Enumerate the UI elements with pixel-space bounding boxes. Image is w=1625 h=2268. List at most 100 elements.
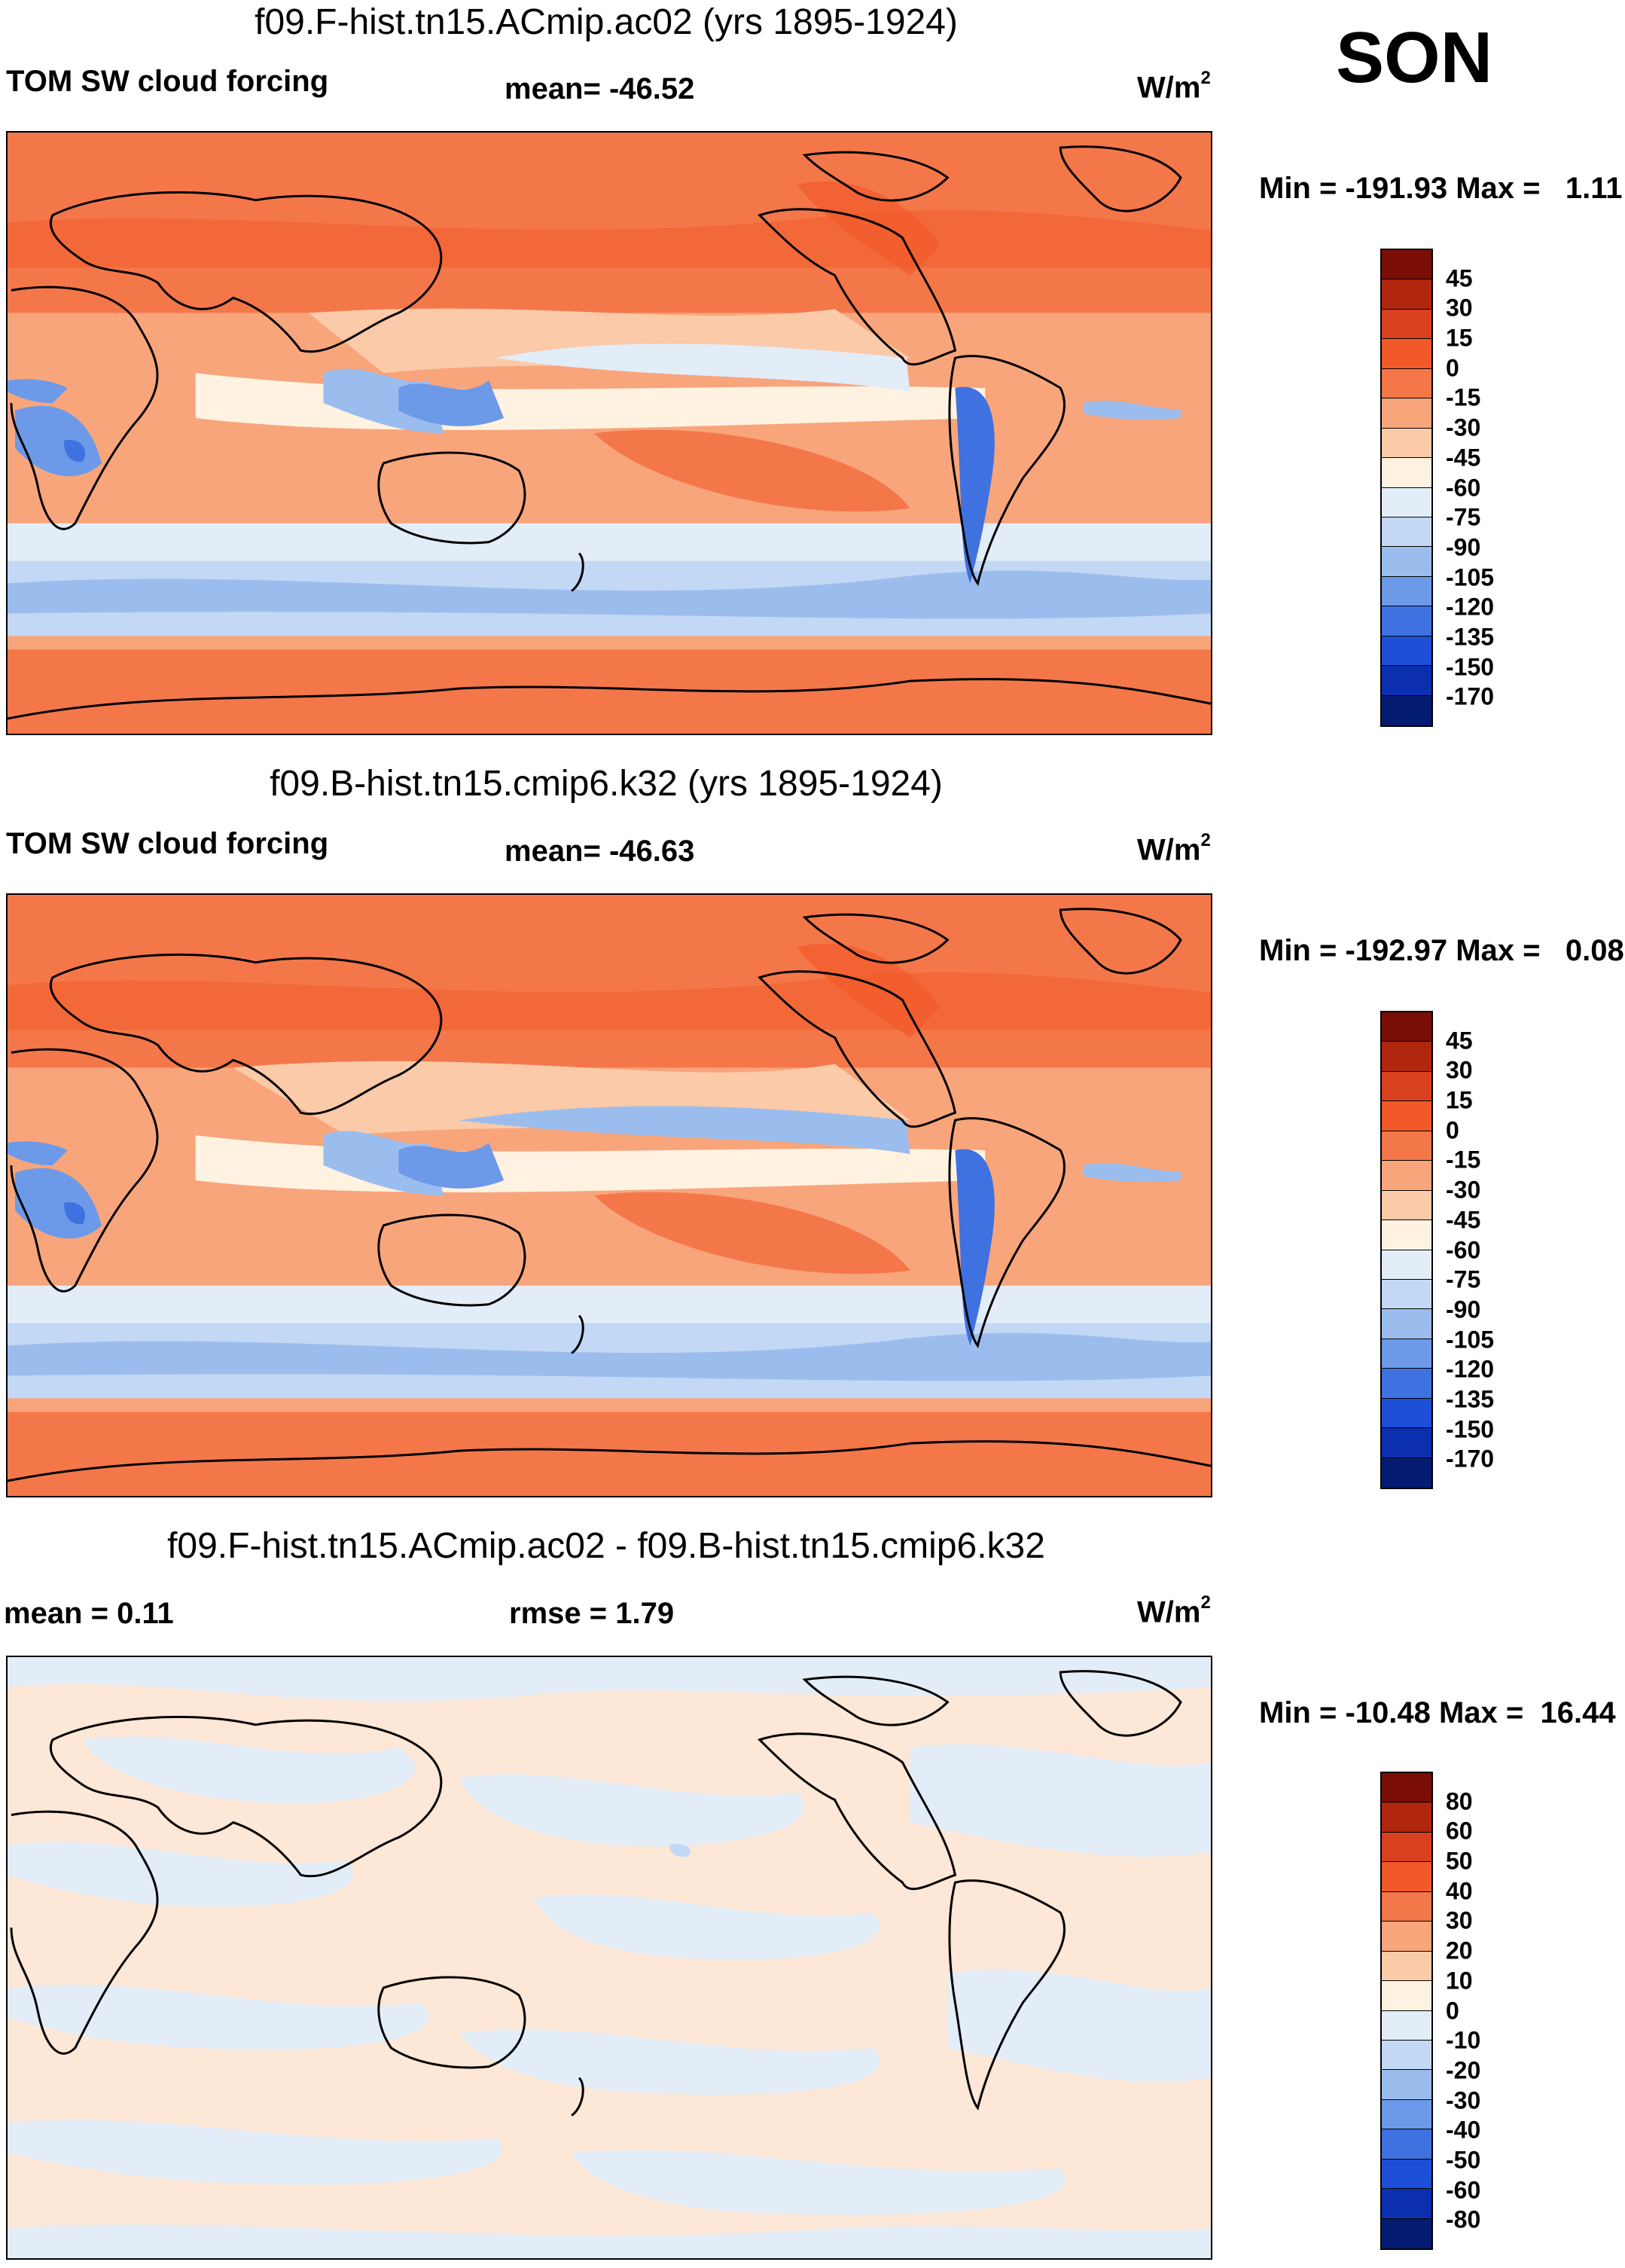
colorbar-swatch [1382, 1951, 1431, 1982]
colorbar-swatch [1382, 458, 1431, 488]
colorbar-swatch [1382, 1428, 1431, 1458]
panel2-units: W/m2 [1137, 830, 1211, 867]
colorbar-tick-label: -15 [1446, 1146, 1481, 1174]
colorbar-swatch [1382, 1802, 1431, 1833]
colorbar-tick-label: 15 [1446, 324, 1473, 352]
colorbar-swatch [1382, 1220, 1431, 1250]
colorbar-swatch [1382, 2218, 1431, 2248]
panel3-mean-label: mean = 0.11 [4, 1597, 174, 1630]
colorbar-tick-label: -20 [1446, 2056, 1481, 2084]
panel1-variable-label: TOM SW cloud forcing [6, 65, 329, 98]
colorbar-tick-label: -40 [1446, 2116, 1481, 2144]
colorbar-tick-label: 15 [1446, 1086, 1473, 1114]
colorbar-tick-label: -50 [1446, 2146, 1481, 2174]
colorbar-swatch [1382, 368, 1431, 399]
colorbar-tick-label: -120 [1446, 1355, 1495, 1383]
colorbar-tick-label: -150 [1446, 1415, 1495, 1443]
panel3-colorbar [1380, 1772, 1433, 2250]
colorbar-tick-label: -135 [1446, 1385, 1495, 1413]
colorbar-tick-label: -45 [1446, 1206, 1481, 1234]
panel2-mean-label: mean= -46.63 [505, 835, 695, 868]
colorbar-swatch [1382, 606, 1431, 636]
colorbar-tick-label: -45 [1446, 444, 1481, 472]
panel3-map [6, 1656, 1212, 2260]
colorbar-swatch [1382, 1339, 1431, 1369]
colorbar-swatch [1382, 1250, 1431, 1280]
season-label: SON [1336, 17, 1493, 98]
panel3-title: f09.F-hist.tn15.ACmip.ac02 - f09.B-hist.… [167, 1526, 1045, 1566]
panel1-colorbar [1380, 249, 1433, 727]
panel2-map [6, 893, 1212, 1497]
panel3-rmse-label: rmse = 1.79 [509, 1597, 675, 1630]
colorbar-tick-label: -105 [1446, 563, 1495, 591]
colorbar-tick-label: 30 [1446, 294, 1473, 322]
panel1-title: f09.F-hist.tn15.ACmip.ac02 (yrs 1895-192… [255, 2, 958, 42]
colorbar-swatch [1382, 1042, 1431, 1072]
colorbar-swatch [1382, 1101, 1431, 1131]
panel3-minmax: Min = -10.48 Max = 16.44 [1259, 1696, 1616, 1729]
colorbar-swatch [1382, 636, 1431, 667]
colorbar-swatch [1382, 1131, 1431, 1161]
colorbar-tick-label: -120 [1446, 593, 1495, 621]
colorbar-swatch [1382, 1981, 1431, 2011]
colorbar-tick-label: -90 [1446, 1296, 1481, 1323]
colorbar-tick-label: -60 [1446, 474, 1481, 501]
colorbar-swatch [1382, 2010, 1431, 2041]
colorbar-tick-label: 45 [1446, 264, 1473, 292]
colorbar-tick-label: -80 [1446, 2205, 1481, 2233]
colorbar-swatch [1382, 2099, 1431, 2130]
colorbar-tick-label: -90 [1446, 533, 1481, 561]
colorbar-tick-label: 0 [1446, 1116, 1459, 1144]
colorbar-tick-label: -105 [1446, 1326, 1495, 1354]
colorbar-swatch [1382, 1161, 1431, 1191]
colorbar-swatch [1382, 517, 1431, 548]
colorbar-tick-label: 50 [1446, 1847, 1473, 1875]
colorbar-tick-label: 40 [1446, 1877, 1473, 1905]
colorbar-tick-label: 20 [1446, 1937, 1473, 1964]
colorbar-tick-label: 0 [1446, 1997, 1459, 2024]
panel1-mean-label: mean= -46.52 [505, 72, 695, 105]
colorbar-tick-label: -30 [1446, 2086, 1481, 2114]
colorbar-tick-label: 30 [1446, 1056, 1473, 1084]
colorbar-tick-label: -10 [1446, 2026, 1481, 2054]
colorbar-swatch [1382, 339, 1431, 369]
colorbar-tick-label: -150 [1446, 653, 1495, 681]
colorbar-tick-label: 45 [1446, 1027, 1473, 1055]
colorbar-swatch [1382, 1862, 1431, 1892]
colorbar-swatch [1382, 1891, 1431, 1922]
colorbar-swatch [1382, 2070, 1431, 2100]
colorbar-swatch [1382, 2189, 1431, 2219]
colorbar-tick-label: -170 [1446, 682, 1495, 710]
colorbar-tick-label: -75 [1446, 1265, 1481, 1293]
colorbar-swatch [1382, 1279, 1431, 1310]
colorbar-swatch [1382, 398, 1431, 429]
colorbar-swatch [1382, 250, 1431, 280]
colorbar-swatch [1382, 309, 1431, 340]
colorbar-tick-label: 80 [1446, 1787, 1473, 1815]
colorbar-tick-label: -30 [1446, 414, 1481, 441]
colorbar-swatch [1382, 1398, 1431, 1429]
colorbar-swatch [1382, 576, 1431, 607]
colorbar-swatch [1382, 1773, 1431, 1803]
colorbar-tick-label: -60 [1446, 2176, 1481, 2204]
colorbar-tick-label: -135 [1446, 623, 1495, 651]
colorbar-swatch [1382, 487, 1431, 517]
panel2-colorbar [1380, 1011, 1433, 1489]
colorbar-swatch [1382, 1832, 1431, 1863]
colorbar-swatch [1382, 1922, 1431, 1952]
colorbar-swatch [1382, 1190, 1431, 1221]
panel1-map [6, 131, 1212, 735]
panel2-variable-label: TOM SW cloud forcing [6, 827, 329, 860]
colorbar-swatch [1382, 279, 1431, 310]
colorbar-tick-label: -15 [1446, 383, 1481, 411]
colorbar-swatch [1382, 1012, 1431, 1042]
colorbar-swatch [1382, 1369, 1431, 1399]
panel2-title: f09.B-hist.tn15.cmip6.k32 (yrs 1895-1924… [270, 764, 943, 804]
colorbar-swatch [1382, 695, 1431, 725]
panel2-minmax: Min = -192.97 Max = 0.08 [1259, 934, 1624, 967]
colorbar-tick-label: 10 [1446, 1967, 1473, 1995]
colorbar-swatch [1382, 666, 1431, 696]
colorbar-swatch [1382, 2040, 1431, 2071]
colorbar-tick-label: 30 [1446, 1906, 1473, 1934]
colorbar-tick-label: -170 [1446, 1445, 1495, 1473]
